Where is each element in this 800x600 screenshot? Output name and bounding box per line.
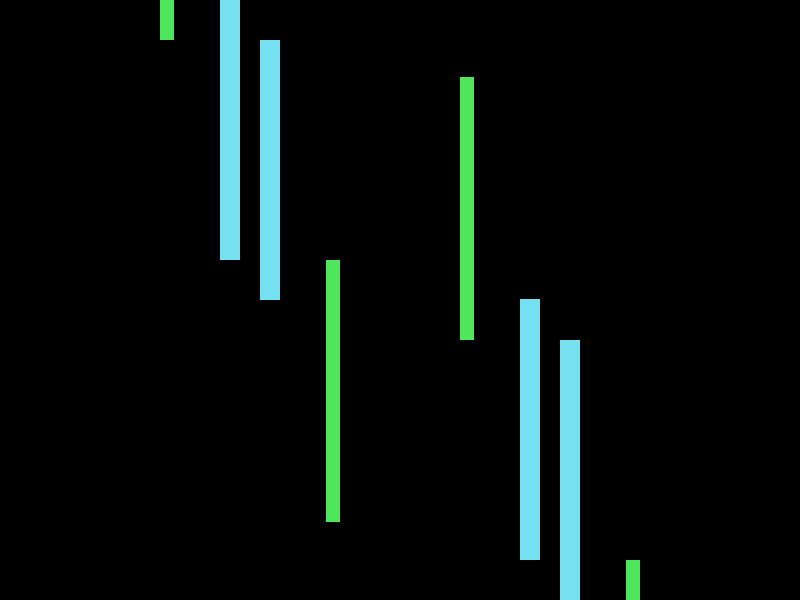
green-bar-3 [460, 77, 474, 340]
green-bar-1 [160, 0, 174, 40]
green-bar-4 [626, 560, 640, 600]
cyan-bar-3 [520, 299, 540, 560]
cyan-bar-4 [560, 340, 580, 600]
cyan-bar-1 [220, 0, 240, 260]
cyan-bar-2 [260, 40, 280, 300]
green-bar-2 [326, 260, 340, 522]
